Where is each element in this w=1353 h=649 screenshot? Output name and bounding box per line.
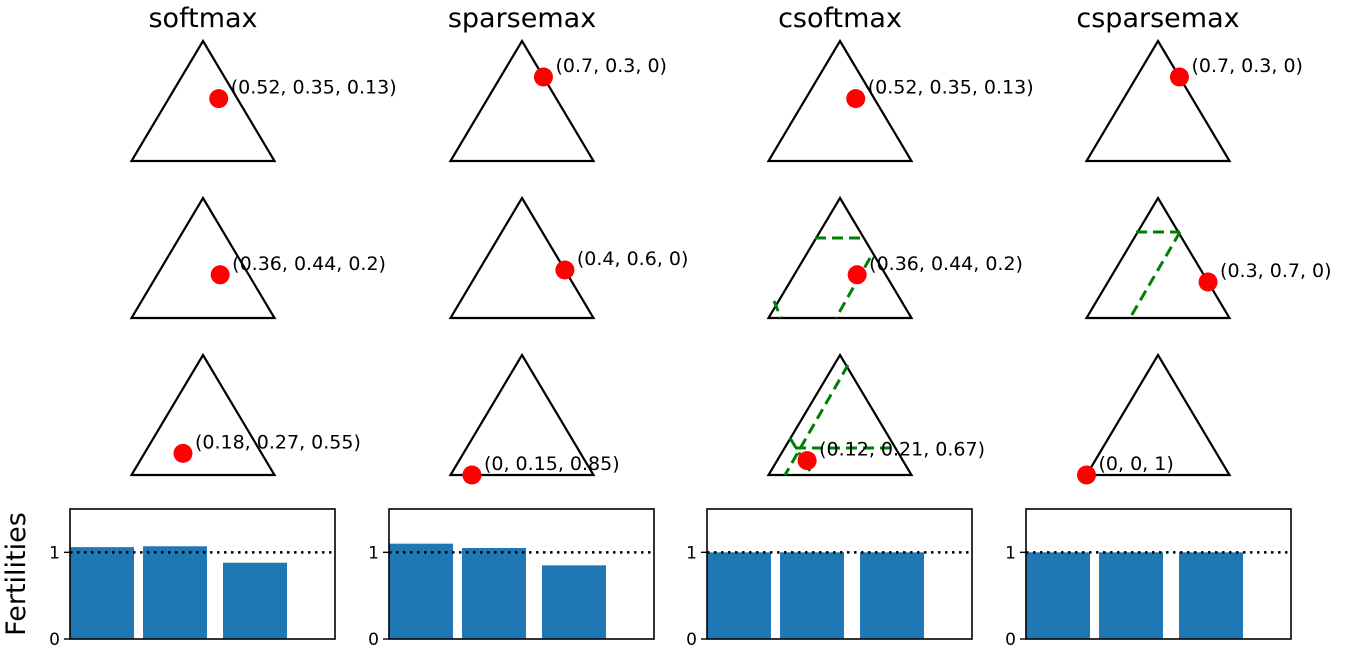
y-tick-label: 0 (686, 630, 697, 649)
y-tick-label: 0 (1005, 630, 1016, 649)
constraint-line (1128, 231, 1182, 319)
constraint-line (783, 364, 850, 476)
attention-point (209, 89, 229, 109)
simplex-triangle (448, 38, 596, 163)
panel-softmax: softmax (0.52, 0.35, 0.13) (0.36, 0.44, 0.… (49, 3, 396, 649)
attention-point (1077, 465, 1096, 485)
attention-point (1198, 272, 1218, 292)
simplex-triangle (1084, 352, 1232, 477)
fertility-bar (223, 562, 287, 639)
panel-title: sparsemax (448, 3, 596, 34)
simplex-triangle (129, 38, 277, 163)
fertility-bar (780, 552, 844, 639)
attention-point (797, 451, 817, 471)
point-label: (0.36, 0.44, 0.2) (869, 253, 1023, 275)
panel-title: csparsemax (1076, 3, 1239, 34)
fertility-bar (70, 547, 134, 639)
point-label: (0.52, 0.35, 0.13) (231, 77, 397, 99)
simplex-triangle (129, 195, 277, 320)
point-label: (0.12, 0.21, 0.67) (819, 439, 985, 461)
simplex-triangle (766, 195, 914, 320)
fertility-bar (542, 565, 606, 639)
point-label: (0.18, 0.27, 0.55) (195, 431, 361, 453)
axes-frame (1025, 508, 1292, 640)
attention-point (462, 465, 482, 485)
fertility-bar (1179, 552, 1243, 639)
simplex-triangle (766, 352, 914, 477)
panel-csparsemax: csparsemax (0.7, 0.3, 0) (0.3, 0.7, 0) (0, … (1005, 3, 1331, 649)
y-tick-label: 1 (1005, 543, 1016, 563)
simplex-triangle (448, 352, 596, 477)
point-label: (0.3, 0.7, 0) (1220, 260, 1332, 282)
simplex-triangle (1084, 195, 1232, 320)
panel-title: csoftmax (778, 3, 902, 34)
simplex-triangle (448, 195, 596, 320)
attention-point (210, 265, 230, 285)
y-tick-label: 1 (49, 543, 60, 563)
attention-point (847, 265, 867, 285)
attention-point (173, 443, 193, 463)
simplex-triangle (766, 38, 914, 163)
constraint-line (834, 257, 872, 319)
simplex-triangle (1084, 38, 1232, 163)
point-label: (0.7, 0.3, 0) (555, 55, 667, 77)
point-label: (0.52, 0.35, 0.13) (868, 77, 1034, 99)
attention-point (533, 67, 553, 87)
y-axis-label: Fertilities (1, 512, 32, 636)
attention-point (1169, 67, 1189, 87)
fertility-bar (462, 548, 526, 639)
point-label: (0, 0, 1) (1099, 453, 1174, 475)
fertility-bar (1026, 552, 1090, 639)
attention-point (846, 89, 866, 109)
fertility-bar (860, 552, 924, 639)
y-tick-label: 1 (686, 543, 697, 563)
y-tick-label: 0 (368, 630, 379, 649)
panel-title: softmax (148, 3, 257, 34)
fertility-bar (143, 546, 207, 639)
fertility-bar (707, 552, 771, 639)
axes-frame (69, 508, 336, 640)
attention-point (555, 260, 575, 280)
y-tick-label: 0 (49, 630, 60, 649)
point-label: (0.4, 0.6, 0) (577, 248, 689, 270)
constraint-line (772, 300, 783, 319)
panel-csoftmax: csoftmax (0.52, 0.35, 0.13) (0.36, 0.44, 0… (686, 3, 1033, 649)
fertility-bar (389, 543, 453, 639)
fertility-bar (1099, 552, 1163, 639)
simplex-triangle (129, 352, 277, 477)
panel-sparsemax: sparsemax (0.7, 0.3, 0) (0.4, 0.6, 0) (0, 0… (368, 3, 688, 649)
point-label: (0.7, 0.3, 0) (1191, 55, 1303, 77)
axes-frame (388, 508, 655, 640)
point-label: (0.36, 0.44, 0.2) (232, 253, 386, 275)
point-label: (0, 0.15, 0.85) (484, 453, 620, 475)
axes-frame (706, 508, 973, 640)
y-tick-label: 1 (368, 543, 379, 563)
